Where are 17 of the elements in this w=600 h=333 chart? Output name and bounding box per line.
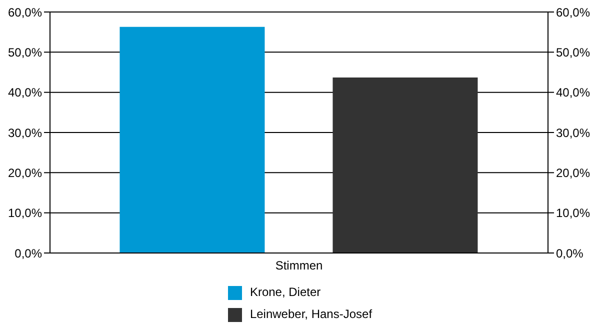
text: 30,0% (556, 126, 590, 140)
y-tick-label: 50,0% (8, 45, 42, 60)
text: 10,0% (556, 206, 590, 220)
legend-label: Leinweber, Hans-Josef (250, 307, 372, 321)
y-tick-label: 40,0% (8, 86, 42, 100)
y-tick-label: 60,0% (8, 5, 42, 20)
text: 0,0% (556, 246, 584, 260)
y-tick-label: 20,0% (8, 166, 42, 180)
x-tick-label: Stimmen (275, 258, 323, 273)
y-tick-label: 0,0% (14, 246, 42, 260)
legend-label: Krone, Dieter (250, 285, 321, 299)
y-tick-label: 10,0% (8, 206, 42, 220)
y-tick-label: 30,0% (8, 126, 42, 140)
text: 60,0% (556, 5, 590, 20)
text: 50,0% (556, 45, 590, 60)
text: 40,0% (556, 86, 590, 100)
text: 20,0% (556, 166, 590, 180)
